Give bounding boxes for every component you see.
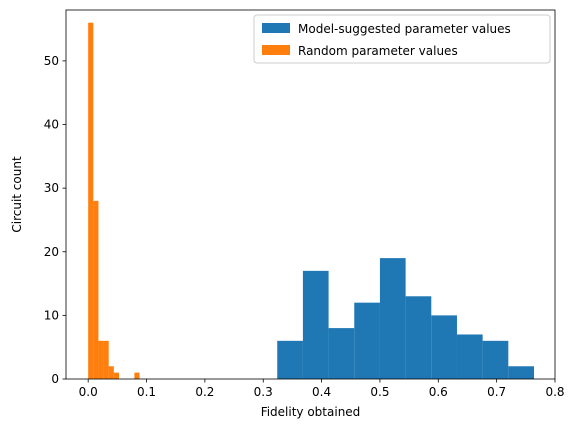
histogram-bar-model-8 xyxy=(482,340,509,379)
histogram-bar-model-6 xyxy=(431,315,457,379)
y-tick-label: 40 xyxy=(44,118,59,132)
histogram-bar-random-0 xyxy=(88,22,94,379)
histogram-bar-model-3 xyxy=(354,302,380,379)
y-tick-label: 0 xyxy=(51,372,59,386)
histogram-bar-model-2 xyxy=(328,328,355,379)
x-tick-label: 0.6 xyxy=(429,385,448,399)
x-axis-label: Fidelity obtained xyxy=(261,405,361,419)
histogram-bar-random-3 xyxy=(103,340,109,379)
histogram-bar-random-1 xyxy=(93,200,99,379)
x-tick-label: 0.5 xyxy=(370,385,389,399)
histogram-bar-model-0 xyxy=(277,340,303,379)
histogram-bar-model-5 xyxy=(405,296,432,379)
x-tick-label: 0.7 xyxy=(487,385,506,399)
histogram-bar-model-9 xyxy=(508,366,534,379)
plot-frame xyxy=(65,9,556,380)
x-axis-ticks: 0.0 0.1 0.2 0.3 0.4 0.5 0.6 0.7 0.8 xyxy=(79,379,565,399)
legend: Model-suggested parameter values Random p… xyxy=(253,14,551,64)
y-tick-label: 20 xyxy=(44,245,59,259)
histogram-bar-random-9 xyxy=(134,372,140,379)
legend-box xyxy=(253,14,551,64)
y-axis-label: Circuit count xyxy=(10,156,24,233)
y-tick-label: 50 xyxy=(44,54,59,68)
x-tick-label: 0.1 xyxy=(137,385,156,399)
x-tick-label: 0.2 xyxy=(195,385,214,399)
y-tick-label: 10 xyxy=(44,308,59,322)
legend-label-model: Model-suggested parameter values xyxy=(298,22,511,36)
x-tick-label: 0.8 xyxy=(545,385,564,399)
histogram-bar-model-1 xyxy=(302,270,329,379)
legend-label-random: Random parameter values xyxy=(298,44,458,58)
legend-swatch-random xyxy=(262,45,290,55)
x-tick-label: 0.4 xyxy=(312,385,331,399)
histogram-bar-random-2 xyxy=(98,340,104,379)
bars-layer xyxy=(88,22,534,379)
histogram-bar-random-4 xyxy=(108,366,114,379)
x-tick-label: 0.3 xyxy=(254,385,273,399)
histogram-bar-model-4 xyxy=(379,258,406,379)
histogram-bar-model-7 xyxy=(456,334,483,379)
y-axis-ticks: 0 10 20 30 40 50 xyxy=(44,54,66,386)
legend-swatch-model xyxy=(262,23,290,33)
y-tick-label: 30 xyxy=(44,181,59,195)
histogram-bar-random-5 xyxy=(113,372,119,379)
x-tick-label: 0.0 xyxy=(79,385,98,399)
